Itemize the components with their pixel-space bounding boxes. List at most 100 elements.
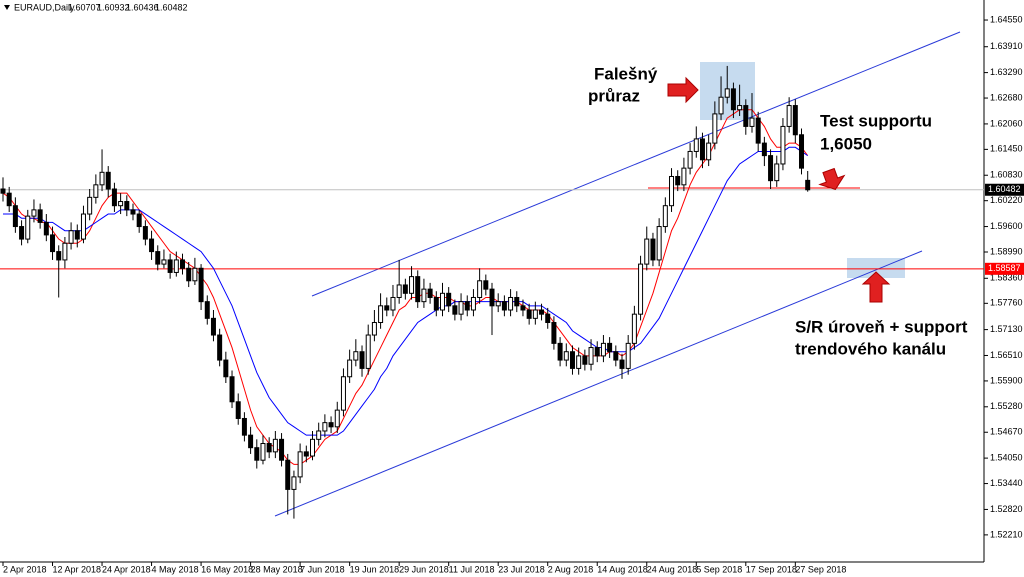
candle-body (347, 359, 353, 378)
annotation: Falešný (594, 64, 658, 83)
candle-body (706, 142, 712, 161)
candle-body (0, 188, 6, 194)
candle-body (322, 422, 328, 432)
candle-body (415, 276, 421, 303)
candle-body (353, 351, 359, 361)
candle-body (118, 201, 124, 207)
candle-body (37, 209, 43, 223)
candle-body (186, 267, 192, 282)
level-label-bg (985, 262, 1024, 275)
candle-body (204, 301, 210, 319)
y-tick-label: 1.62060 (990, 118, 1023, 128)
candle-body (210, 317, 216, 336)
annotation: S/R úroveň + support (795, 317, 968, 336)
y-tick-label: 1.61450 (990, 144, 1023, 154)
candle-body (235, 401, 241, 419)
candle-body (761, 142, 767, 157)
candle-body (217, 334, 223, 361)
x-tick-label: 12 Apr 2018 (53, 564, 102, 574)
moving-average (3, 146, 808, 436)
menu-icon[interactable] (4, 5, 10, 10)
candle-body (99, 171, 105, 186)
candle-body (730, 88, 736, 111)
candle-body (291, 476, 297, 490)
y-tick-label: 1.57130 (990, 324, 1023, 334)
candle-body (477, 280, 483, 298)
y-tick-label: 1.53440 (990, 478, 1023, 488)
x-tick-label: 2 Aug 2018 (548, 564, 594, 574)
candle-body (669, 175, 675, 207)
x-tick-label: 28 May 2018 (251, 564, 303, 574)
candle-body (62, 242, 68, 261)
candle-body (625, 342, 631, 369)
candle-body (180, 259, 186, 269)
x-tick-label: 19 Jun 2018 (350, 564, 400, 574)
candle-body (495, 301, 501, 307)
candle-body (644, 238, 650, 265)
candle-body (260, 443, 266, 461)
y-tick-label: 1.60830 (990, 170, 1023, 180)
candle-body (582, 355, 588, 365)
candle-body (470, 296, 476, 311)
price-label: 1.60482 (988, 184, 1021, 194)
x-tick-label: 11 Jul 2018 (449, 564, 495, 574)
candle-body (489, 288, 495, 307)
channel-upper (311, 31, 961, 297)
candle-body (310, 438, 315, 457)
candle-body (297, 451, 303, 478)
candle-body (328, 422, 334, 428)
candle-body (687, 150, 693, 169)
candle-body (563, 351, 569, 361)
candle-body (693, 138, 699, 152)
candle-body (638, 263, 644, 315)
annotation: trendového kanálu (795, 339, 946, 358)
candle-body (551, 322, 557, 344)
x-tick-label: 16 May 2018 (201, 564, 253, 574)
candle-body (433, 296, 439, 311)
y-tick-label: 1.64550 (990, 14, 1023, 24)
annotation: průraz (588, 86, 640, 105)
y-tick-label: 1.59600 (990, 221, 1023, 231)
y-tick-label: 1.63910 (990, 41, 1023, 51)
y-tick-label: 1.55280 (990, 401, 1023, 411)
candle-body (650, 238, 656, 261)
plot: 1.58587 1.60482 (0, 65, 1024, 519)
candle-body (384, 305, 390, 311)
candle-body (594, 347, 600, 357)
candle-body (124, 201, 130, 211)
candle-body (699, 138, 705, 161)
candle-body (266, 443, 272, 453)
annotation: 1,6050 (820, 134, 872, 153)
y-tick-label: 1.58360 (990, 273, 1023, 283)
candle-body (613, 351, 619, 361)
candle-body (439, 292, 445, 311)
candle-body (520, 305, 526, 311)
candle-body (396, 284, 402, 298)
y-tick-label: 1.57760 (990, 298, 1023, 308)
x-tick-label: 27 Sep 2018 (795, 564, 846, 574)
y-tick-label: 1.58990 (990, 246, 1023, 256)
candle-body (161, 259, 167, 265)
high: 1.60932 (97, 2, 130, 12)
candle-body (390, 296, 396, 311)
channel-lower (274, 250, 923, 517)
y-tick-label: 1.56510 (990, 350, 1023, 360)
candle-body (743, 105, 749, 127)
level-label: 1.58587 (988, 263, 1021, 273)
annotation: Test supportu (820, 111, 932, 130)
candle-body (378, 305, 384, 324)
y-tick-label: 1.63290 (990, 67, 1023, 77)
y-tick-label: 1.54670 (990, 427, 1023, 437)
candle-body (198, 267, 204, 303)
candle-body (446, 292, 452, 307)
candle-body (755, 117, 761, 144)
candle-body (50, 234, 56, 253)
open: 1.60707 (68, 2, 101, 12)
candle-body (303, 451, 309, 457)
candle-body (111, 188, 117, 207)
candle-body (74, 230, 80, 240)
candle-body (675, 175, 681, 186)
y-tick-label: 1.52210 (990, 529, 1023, 539)
